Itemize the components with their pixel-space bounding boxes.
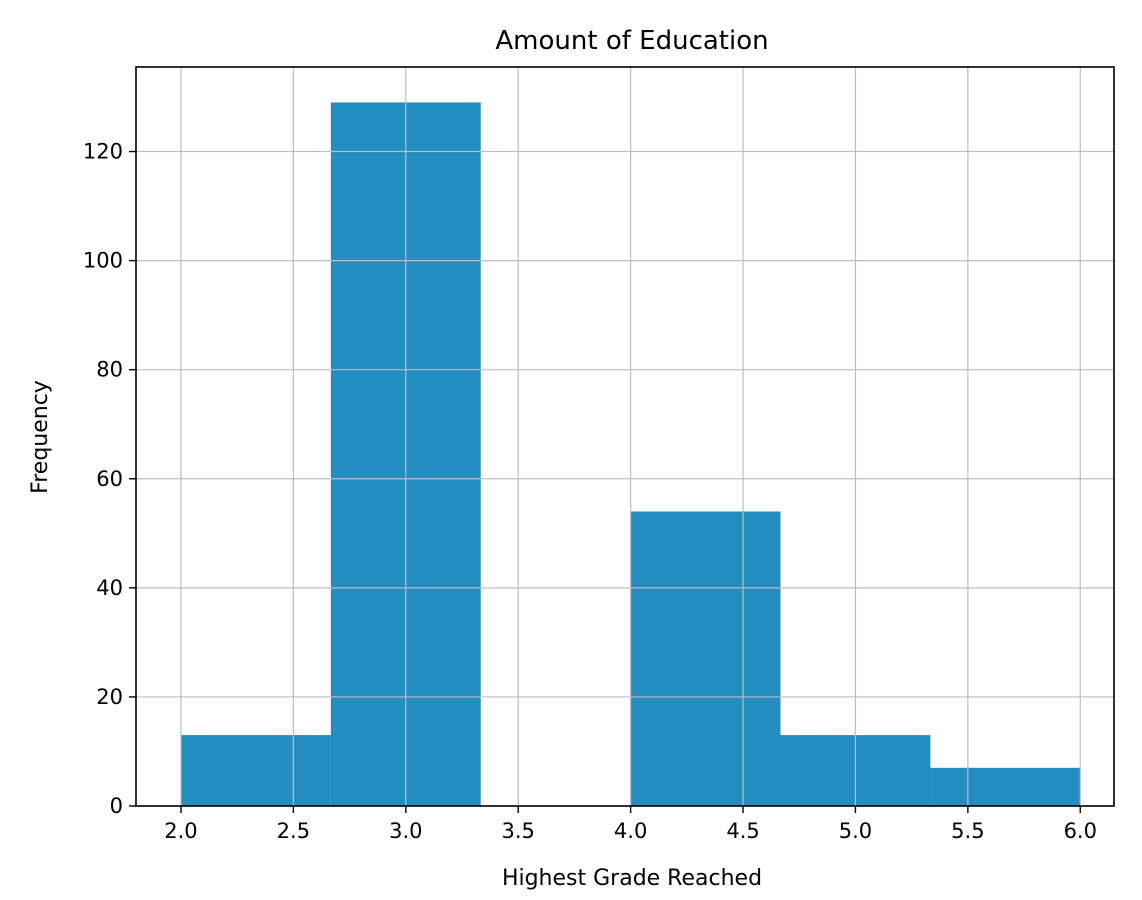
x-tick-label-4: 4.0 — [614, 819, 647, 843]
histogram-bar-0 — [180, 735, 331, 806]
y-tick-label-4: 80 — [96, 358, 123, 382]
x-tick-label-6: 5.0 — [839, 819, 872, 843]
y-tick-label-6: 120 — [83, 140, 123, 164]
chart-title: Amount of Education — [495, 26, 768, 56]
histogram-bar-3 — [630, 511, 781, 806]
y-tick-label-3: 60 — [96, 467, 123, 491]
x-axis-title: Highest Grade Reached — [502, 866, 762, 891]
y-tick-label-0: 0 — [110, 794, 123, 818]
grid-lines — [136, 67, 1114, 807]
x-tick-label-3: 3.5 — [502, 819, 535, 843]
x-tick-label-1: 2.5 — [277, 819, 310, 843]
plot-frame — [135, 66, 1115, 807]
x-tick-label-2: 3.0 — [389, 819, 422, 843]
x-tick-label-8: 6.0 — [1064, 819, 1097, 843]
y-tick-label-5: 100 — [83, 249, 123, 273]
y-tick-label-2: 40 — [96, 576, 123, 600]
y-tick-label-1: 20 — [96, 685, 123, 709]
histogram-bar-5 — [930, 767, 1081, 806]
x-tick-label-7: 5.5 — [951, 819, 984, 843]
y-axis-title: Frequency — [28, 380, 53, 494]
x-tick-label-5: 4.5 — [726, 819, 759, 843]
axes-group: 2.0 2.5 3.0 3.5 4.0 4.5 5.0 5.5 6.0 0 20 40 60 80 100 1… — [83, 66, 1115, 843]
x-tick-label-0: 2.0 — [164, 819, 197, 843]
